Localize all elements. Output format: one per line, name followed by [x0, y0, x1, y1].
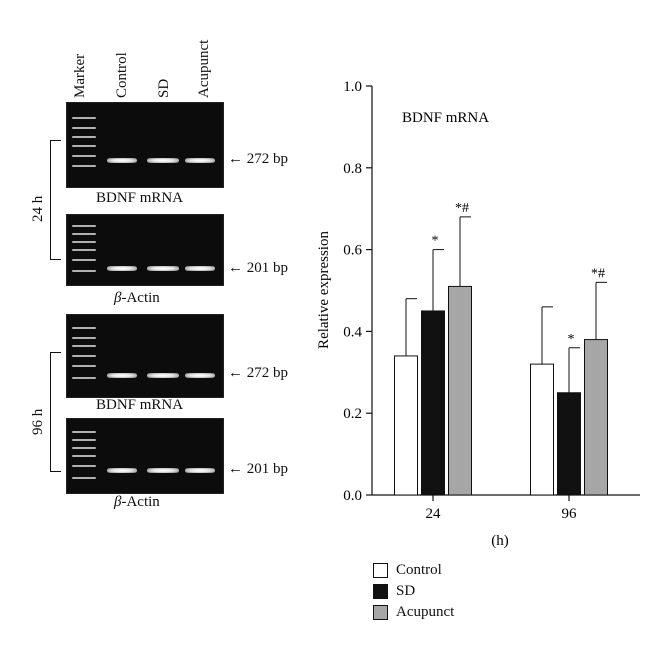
legend-item-control: Control	[373, 562, 442, 579]
chart-errors	[405, 216, 607, 393]
x-tick-label: 96	[562, 506, 578, 522]
chart-bars	[394, 285, 608, 496]
arrow-left-icon: ←	[228, 260, 243, 276]
arrow-left-icon: ←	[228, 365, 243, 381]
bp-label-3: ← 272 bp	[228, 365, 288, 382]
x-tick-label: 24	[426, 506, 442, 522]
bar-sd-24	[421, 310, 445, 496]
y-tick-label: 0.4	[343, 324, 362, 340]
bar-sd-96	[557, 392, 581, 496]
legend-item-acupunct: Acupunct	[373, 604, 454, 621]
significance-mark: *#	[591, 266, 605, 281]
gel-caption-2: β-Actin	[114, 290, 160, 307]
band-size: 201 bp	[246, 260, 288, 276]
band-size: 272 bp	[246, 151, 288, 167]
bracket-24h	[50, 140, 61, 260]
gel-image-bdnf-96h	[66, 314, 224, 398]
caption-rest: -Actin	[121, 494, 160, 510]
significance-mark: *	[432, 234, 439, 249]
bracket-96h	[50, 352, 61, 472]
beta-symbol: β	[114, 290, 122, 306]
legend-label-control: Control	[396, 562, 442, 578]
y-tick-label: 1.0	[343, 79, 362, 95]
y-tick-label: 0.8	[343, 161, 362, 177]
bp-label-4: ← 201 bp	[228, 461, 288, 478]
gel-caption-3: BDNF mRNA	[96, 397, 184, 413]
gel-caption-4: β-Actin	[114, 494, 160, 511]
significance-mark: *	[568, 332, 575, 347]
y-axis-label: Relative expression	[316, 231, 332, 349]
legend-item-sd: SD	[373, 583, 415, 600]
band-size: 272 bp	[246, 365, 288, 381]
significance-mark: *#	[455, 201, 469, 216]
gel-image-actin-24h	[66, 214, 224, 286]
legend-swatch-sd	[373, 584, 388, 599]
arrow-left-icon: ←	[228, 151, 243, 167]
bar-acupunct-96	[584, 339, 608, 496]
bar-acupunct-24	[448, 285, 472, 496]
bp-label-1: ← 272 bp	[228, 151, 288, 168]
legend-swatch-acupunct	[373, 605, 388, 620]
band-size: 201 bp	[246, 461, 288, 477]
beta-symbol: β	[114, 494, 122, 510]
chart-marks: * *# * *#	[432, 201, 606, 347]
legend-label-sd: SD	[396, 583, 416, 599]
y-tick-label: 0.6	[343, 243, 362, 259]
y-tick-label: 0.2	[343, 406, 362, 422]
arrow-left-icon: ←	[228, 461, 243, 477]
x-axis-label: (h)	[491, 533, 509, 549]
bp-label-2: ← 201 bp	[228, 260, 288, 277]
bar-control-24	[394, 355, 418, 496]
y-tick-label: 0.0	[343, 488, 362, 504]
gel-caption-1: BDNF mRNA	[96, 190, 184, 206]
gel-image-actin-96h	[66, 418, 224, 494]
legend-label-acupunct: Acupunct	[396, 604, 455, 620]
bar-control-96	[530, 363, 554, 496]
gel-image-bdnf-24h	[66, 102, 224, 188]
legend-swatch-control	[373, 563, 388, 578]
caption-rest: -Actin	[121, 290, 160, 306]
chart-annotation: BDNF mRNA	[402, 110, 489, 126]
